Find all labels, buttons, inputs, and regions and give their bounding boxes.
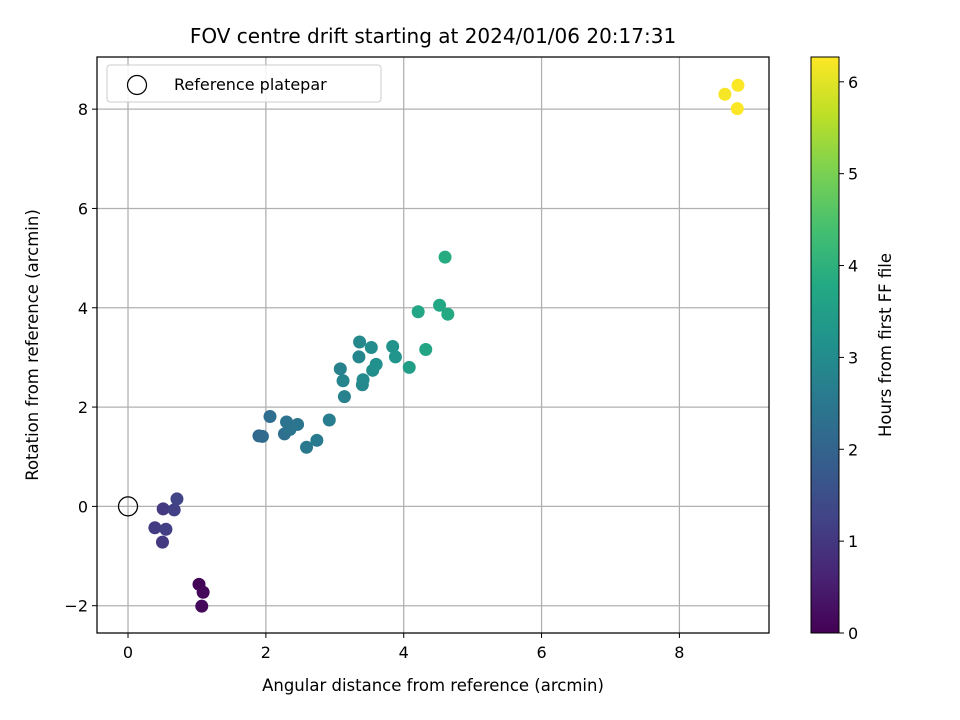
chart-title: FOV centre drift starting at 2024/01/06 … <box>190 24 676 48</box>
scatter-point <box>291 417 305 431</box>
colorbar-tick-label: 2 <box>848 440 858 459</box>
scatter-point <box>255 429 269 443</box>
scatter-point <box>263 410 277 424</box>
y-tick-label: 8 <box>78 100 88 119</box>
scatter-point <box>336 374 350 388</box>
scatter-point <box>356 373 370 387</box>
scatter-point <box>364 340 378 354</box>
colorbar-gradient <box>811 57 839 633</box>
scatter-point <box>148 521 162 535</box>
colorbar-label: Hours from first FF file <box>876 253 895 437</box>
reference-platepar-marker <box>117 496 139 517</box>
scatter-point <box>411 305 425 319</box>
y-tick-label: 2 <box>78 398 88 417</box>
scatter-point <box>196 585 210 599</box>
scatter-point <box>156 502 170 516</box>
x-tick-label: 0 <box>123 643 133 662</box>
colorbar: 0 1 2 3 4 5 6 Hours from first FF file <box>810 56 895 643</box>
scatter-point <box>155 535 169 549</box>
colorbar-frame <box>810 56 840 634</box>
scatter-point <box>300 440 314 454</box>
scatter-point <box>731 78 745 92</box>
x-tick-label: 6 <box>536 643 546 662</box>
scatter-point <box>167 503 181 517</box>
colorbar-tick-label: 3 <box>848 348 858 367</box>
scatter-point <box>159 522 173 536</box>
legend: Reference platepar <box>106 64 382 103</box>
grid-lines <box>97 57 769 633</box>
scatter-point <box>441 307 455 321</box>
x-tick-label: 2 <box>261 643 271 662</box>
scatter-point <box>369 357 383 371</box>
legend-label: Reference platepar <box>174 75 327 94</box>
y-axis-title: Rotation from reference (arcmin) <box>23 209 42 481</box>
scatter-point <box>310 433 324 447</box>
scatter-point <box>402 360 416 374</box>
scatter-point <box>730 102 744 116</box>
data-points <box>117 78 745 613</box>
y-tick-label: 0 <box>78 497 88 516</box>
scatter-point <box>195 599 209 613</box>
colorbar-tick-label: 5 <box>848 165 858 184</box>
scatter-point <box>388 350 402 364</box>
x-axis: 0 2 4 6 8 <box>123 633 684 662</box>
scatter-point <box>386 339 400 353</box>
x-tick-label: 8 <box>674 643 684 662</box>
y-tick-label: 6 <box>78 199 88 218</box>
x-tick-label: 4 <box>399 643 409 662</box>
legend-box <box>106 64 382 103</box>
scatter-point <box>438 250 452 264</box>
y-tick-label: −2 <box>64 597 88 616</box>
scatter-point <box>333 362 347 376</box>
colorbar-tick-label: 6 <box>848 73 858 92</box>
colorbar-ticks: 0 1 2 3 4 5 6 <box>839 73 858 643</box>
colorbar-tick-label: 1 <box>848 532 858 551</box>
plot-frame <box>96 56 770 634</box>
legend-marker-reference <box>126 74 148 96</box>
y-tick-label: 4 <box>78 299 88 318</box>
scatter-point <box>433 298 447 312</box>
y-axis: −2 0 2 4 6 8 <box>64 100 97 616</box>
scatter-point <box>322 413 336 427</box>
colorbar-tick-label: 4 <box>848 257 858 276</box>
colorbar-tick-label: 0 <box>848 624 858 643</box>
scatter-point <box>337 390 351 404</box>
scatter-point <box>718 87 732 101</box>
x-axis-title: Angular distance from reference (arcmin) <box>262 676 604 695</box>
scatter-point <box>352 350 366 364</box>
scatter-point <box>353 335 367 349</box>
scatter-point <box>419 342 433 356</box>
scatter-point <box>170 492 184 506</box>
